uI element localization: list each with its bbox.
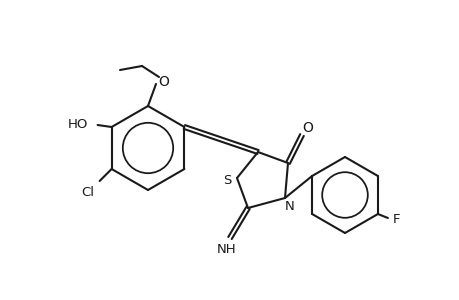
Text: N: N — [285, 200, 294, 212]
Text: NH: NH — [217, 244, 236, 256]
Text: F: F — [392, 214, 400, 226]
Text: HO: HO — [67, 118, 88, 131]
Text: O: O — [302, 121, 313, 135]
Text: O: O — [158, 75, 169, 89]
Text: S: S — [222, 175, 231, 188]
Text: Cl: Cl — [81, 185, 94, 199]
